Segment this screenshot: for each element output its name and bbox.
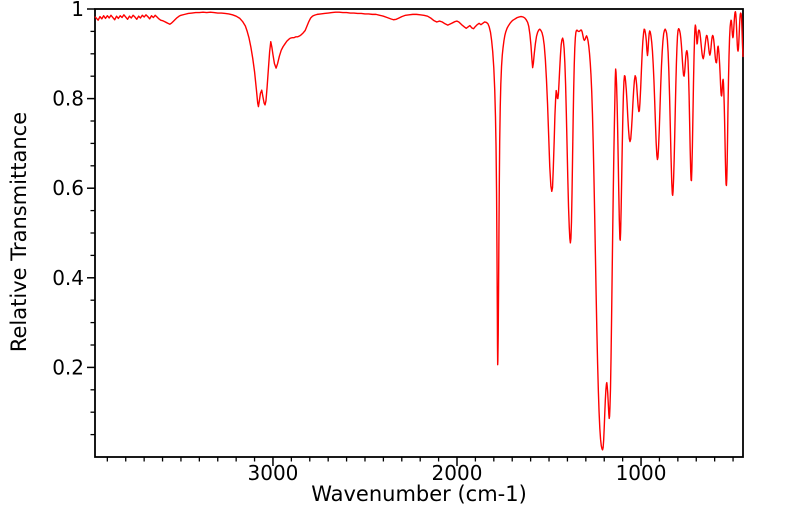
- x-axis-label: Wavenumber (cm-1): [311, 482, 527, 506]
- y-tick-label: 0.2: [52, 355, 84, 379]
- y-tick-label: 0.8: [52, 87, 84, 111]
- x-tick-label: 3000: [248, 461, 299, 485]
- x-tick-label: 1000: [616, 461, 667, 485]
- spectrum-line: [94, 10, 744, 451]
- y-axis-label: Relative Transmittance: [7, 111, 31, 353]
- plot-border: [94, 8, 744, 458]
- x-tick-label: 2000: [432, 461, 483, 485]
- y-tick-label: 0.6: [52, 176, 84, 200]
- y-tick-label: 0.4: [52, 266, 84, 290]
- y-tick-label: 1: [71, 0, 84, 21]
